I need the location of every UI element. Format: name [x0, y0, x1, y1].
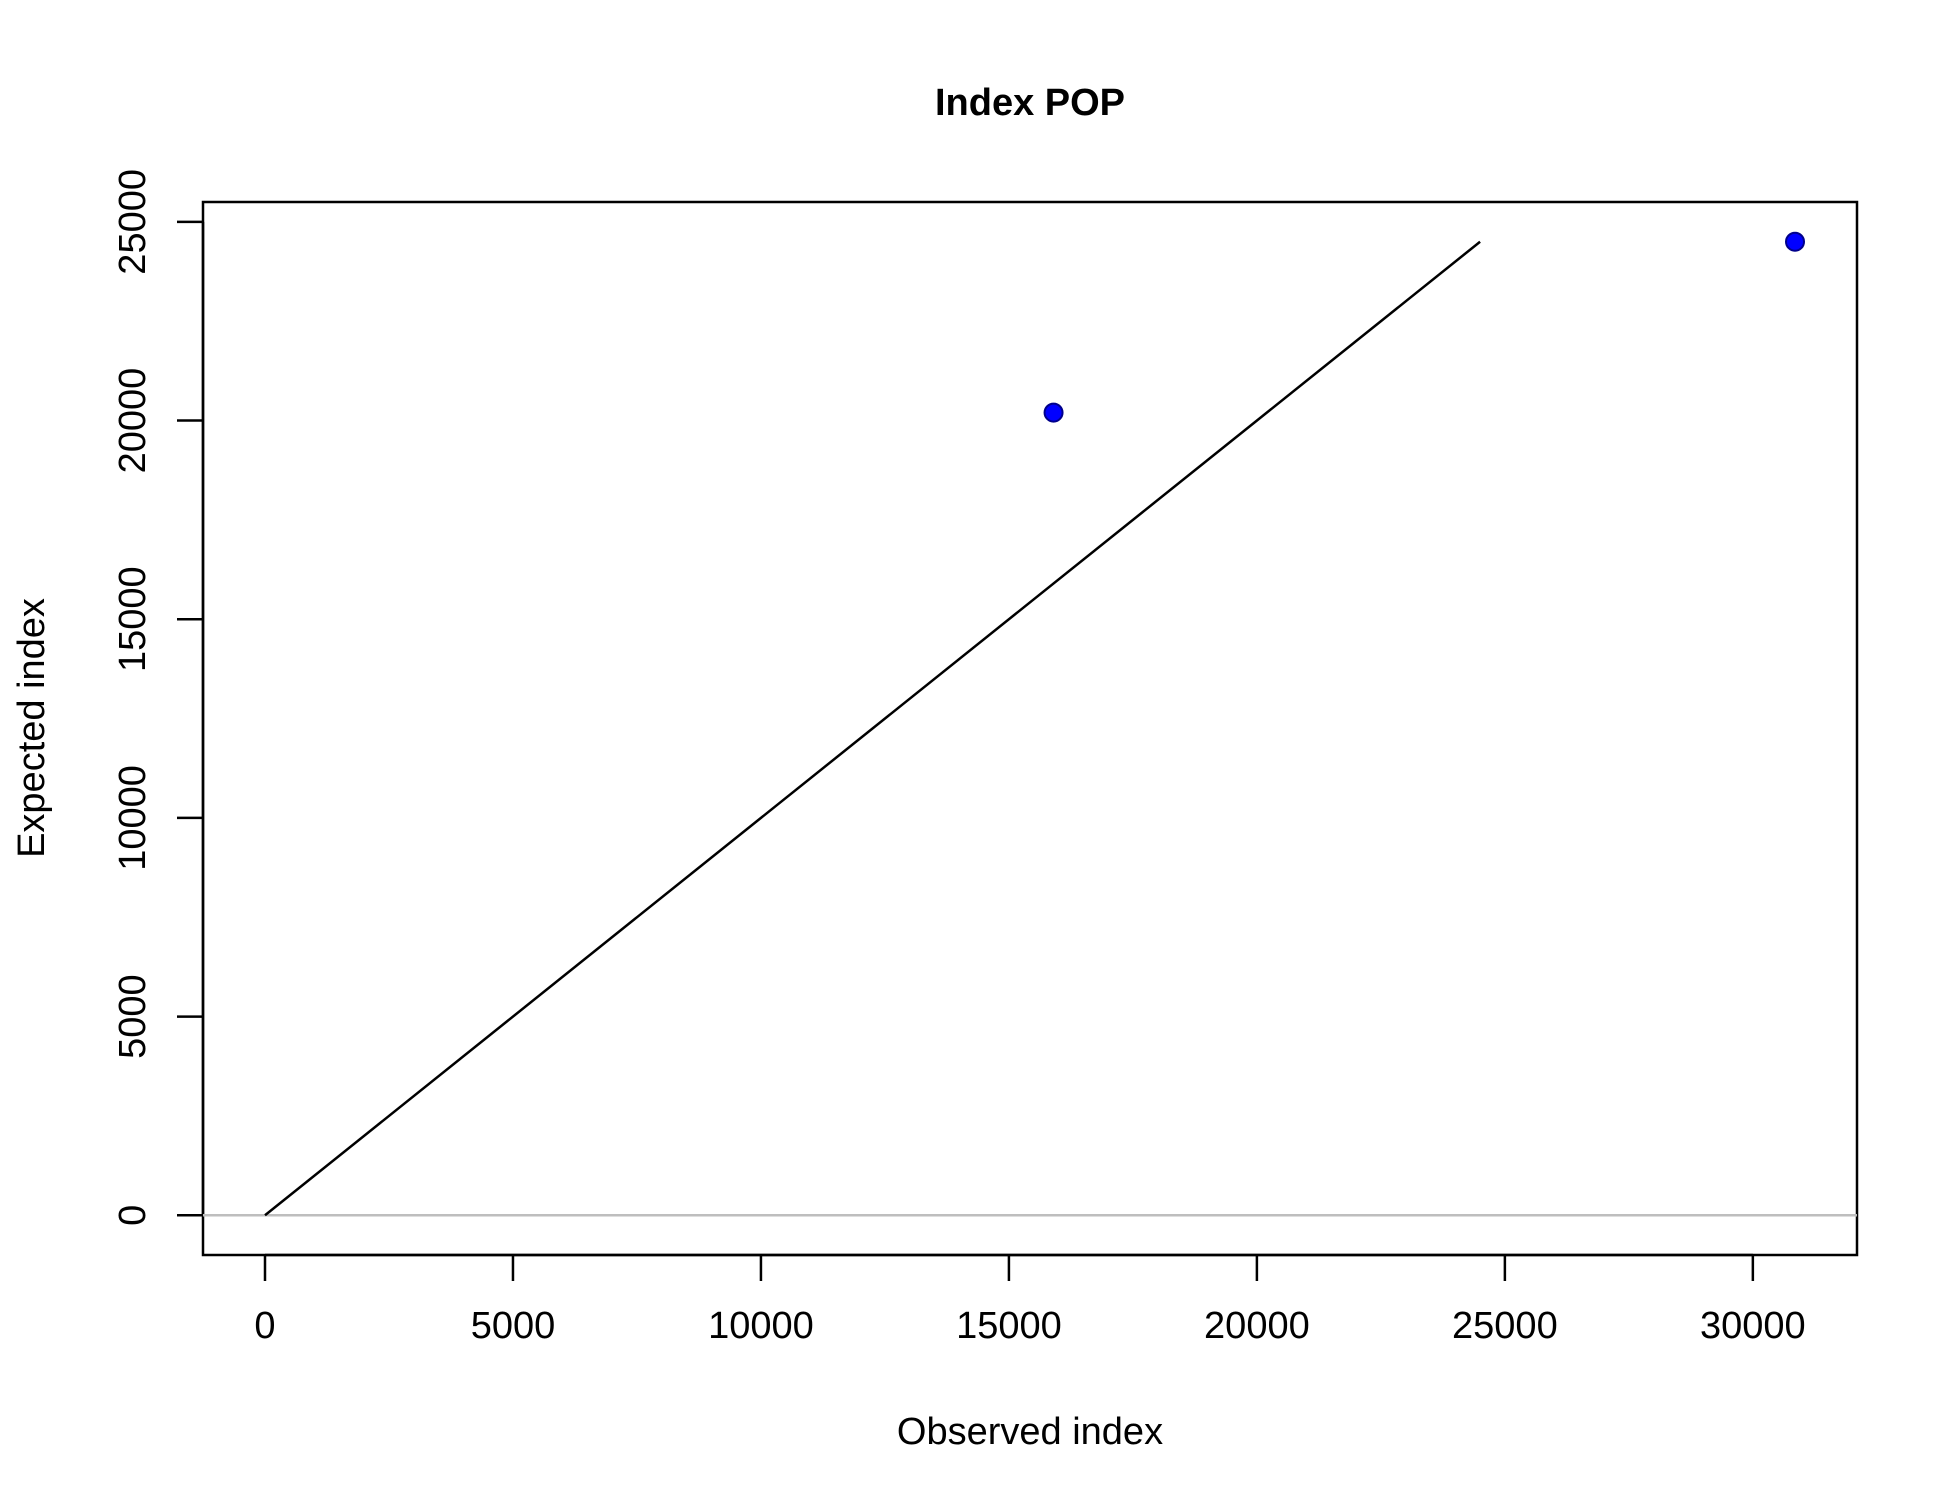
- y-axis: 0 5000 10000 15000 20000 25000: [112, 169, 205, 1226]
- plot-frame: [201, 200, 1859, 1257]
- y-tick-label: 5000: [112, 974, 154, 1059]
- x-tick-label: 20000: [1204, 1305, 1310, 1347]
- data-point: [1043, 402, 1064, 423]
- chart-title: Index POP: [935, 82, 1125, 124]
- y-tick-label: 10000: [112, 765, 154, 871]
- x-tick-label: 30000: [1700, 1305, 1806, 1347]
- y-tick-label: 20000: [112, 368, 154, 474]
- x-axis-label: Observed index: [897, 1411, 1163, 1453]
- y-axis-label: Expected index: [11, 598, 53, 858]
- x-tick-label: 0: [254, 1305, 275, 1347]
- x-tick-label: 5000: [471, 1305, 556, 1347]
- data-points: [1043, 231, 1806, 423]
- x-axis: 0 5000 10000 15000 20000 25000 30000: [254, 1253, 1806, 1347]
- y-tick-label: 0: [112, 1205, 154, 1226]
- y-tick-label: 25000: [112, 169, 154, 275]
- x-tick-label: 10000: [708, 1305, 814, 1347]
- x-tick-label: 25000: [1452, 1305, 1558, 1347]
- x-tick-label: 15000: [956, 1305, 1062, 1347]
- reference-line: [264, 240, 1481, 1217]
- data-point: [1785, 231, 1806, 252]
- y-tick-label: 15000: [112, 566, 154, 672]
